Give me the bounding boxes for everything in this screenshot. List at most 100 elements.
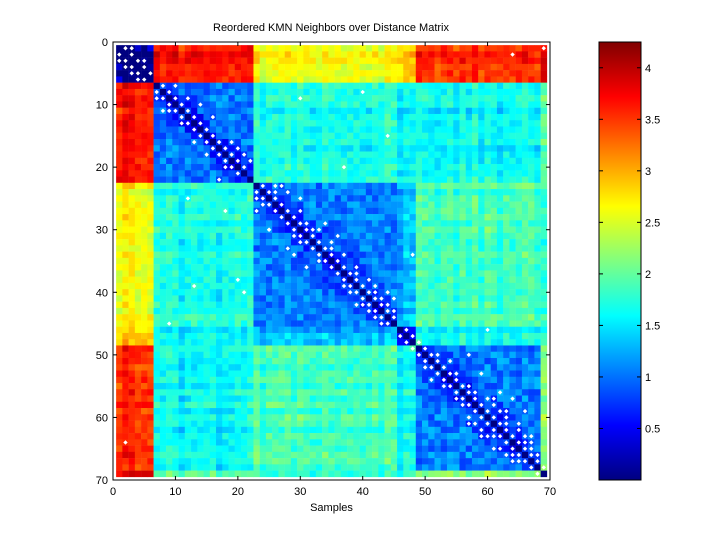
heatmap-cell [390, 82, 398, 90]
heatmap-cell [122, 132, 129, 140]
heatmap-cell [540, 207, 548, 215]
neighbor-point [166, 108, 172, 114]
heatmap-cell [203, 88, 211, 96]
heatmap-cell [378, 107, 385, 115]
heatmap-cell [403, 138, 410, 146]
heatmap-cell [503, 151, 510, 159]
heatmap-cell [259, 383, 267, 390]
heatmap-cell [259, 464, 267, 471]
heatmap-cell [478, 357, 485, 365]
heatmap-cell [315, 289, 323, 296]
heatmap-cell [166, 458, 173, 465]
heatmap-cell [153, 232, 161, 240]
heatmap-cell [353, 420, 360, 428]
heatmap-cell [315, 220, 323, 227]
heatmap-cell [534, 101, 541, 108]
heatmap-cell [272, 339, 279, 346]
heatmap-cell [328, 101, 335, 108]
heatmap-cell [315, 76, 323, 83]
heatmap-cell [409, 145, 417, 152]
heatmap-cell [222, 82, 229, 90]
heatmap-cell [540, 389, 548, 396]
heatmap-cell [178, 357, 186, 365]
heatmap-cell [390, 370, 398, 378]
heatmap-cell [378, 420, 385, 428]
heatmap-cell [515, 314, 523, 321]
heatmap-cell [353, 70, 360, 77]
heatmap-cell [347, 414, 354, 421]
heatmap-cell [322, 439, 329, 446]
heatmap-cell [228, 132, 235, 140]
heatmap-cell [471, 195, 479, 202]
heatmap-cell [172, 426, 179, 434]
heatmap-cell [509, 164, 516, 171]
heatmap-cell [428, 307, 435, 315]
heatmap-cell [534, 464, 541, 471]
heatmap-cell [390, 164, 398, 171]
heatmap-cell [209, 370, 217, 378]
heatmap-cell [278, 107, 285, 115]
heatmap-cell [191, 232, 198, 240]
heatmap-cell [434, 207, 441, 215]
neighbor-point [129, 52, 134, 57]
heatmap-cell [340, 383, 348, 390]
heatmap-cell [159, 439, 167, 446]
heatmap-cell [116, 276, 123, 284]
heatmap-cell [453, 357, 460, 365]
heatmap-cell [465, 245, 473, 252]
heatmap-cell [465, 207, 473, 215]
heatmap-cell [272, 101, 279, 108]
heatmap-cell [197, 164, 204, 171]
heatmap-cell [390, 57, 398, 65]
heatmap-cell [515, 389, 523, 396]
heatmap-cell [334, 176, 342, 184]
heatmap-cell [340, 189, 348, 196]
heatmap-cell [328, 414, 335, 421]
heatmap-cell [216, 257, 223, 265]
heatmap-cell [191, 408, 198, 415]
heatmap-cell [521, 307, 529, 315]
heatmap-cell [203, 458, 211, 465]
heatmap-cell [509, 107, 516, 115]
heatmap-cell [172, 251, 179, 259]
heatmap-cell [471, 270, 479, 277]
heatmap-cell [365, 170, 373, 177]
heatmap-cell [122, 389, 129, 396]
heatmap-cell [303, 270, 310, 277]
heatmap-cell [290, 276, 298, 284]
heatmap-cell [322, 301, 329, 309]
heatmap-cell [415, 257, 423, 265]
heatmap-cell [434, 264, 441, 271]
heatmap-cell [272, 126, 279, 133]
heatmap-cell [334, 364, 342, 371]
heatmap-cell [278, 401, 285, 409]
heatmap-cell [409, 464, 417, 471]
heatmap-cell [278, 314, 285, 321]
heatmap-cell [234, 226, 242, 234]
heatmap-cell [390, 357, 398, 365]
heatmap-cell [384, 376, 392, 384]
heatmap-cell [228, 339, 235, 346]
heatmap-cell [334, 301, 342, 309]
heatmap-cell [409, 401, 417, 409]
heatmap-cell [259, 76, 267, 83]
heatmap-cell [309, 320, 317, 327]
heatmap-cell [440, 239, 448, 246]
heatmap-cell [359, 464, 367, 471]
neighbor-point [310, 227, 315, 232]
heatmap-cell [272, 151, 279, 159]
heatmap-cell [247, 389, 254, 396]
heatmap-cell [284, 433, 292, 440]
neighbor-point [366, 277, 372, 282]
heatmap-cell [509, 245, 516, 252]
heatmap-cell [397, 414, 404, 421]
heatmap-cell [216, 182, 223, 190]
heatmap-cell [440, 182, 448, 190]
heatmap-cell [247, 145, 254, 152]
heatmap-cell [384, 138, 392, 146]
heatmap-cell [415, 220, 423, 227]
heatmap-cell [503, 383, 510, 390]
heatmap-cell [166, 307, 173, 315]
heatmap-cell [422, 257, 429, 265]
heatmap-cell [265, 113, 273, 121]
